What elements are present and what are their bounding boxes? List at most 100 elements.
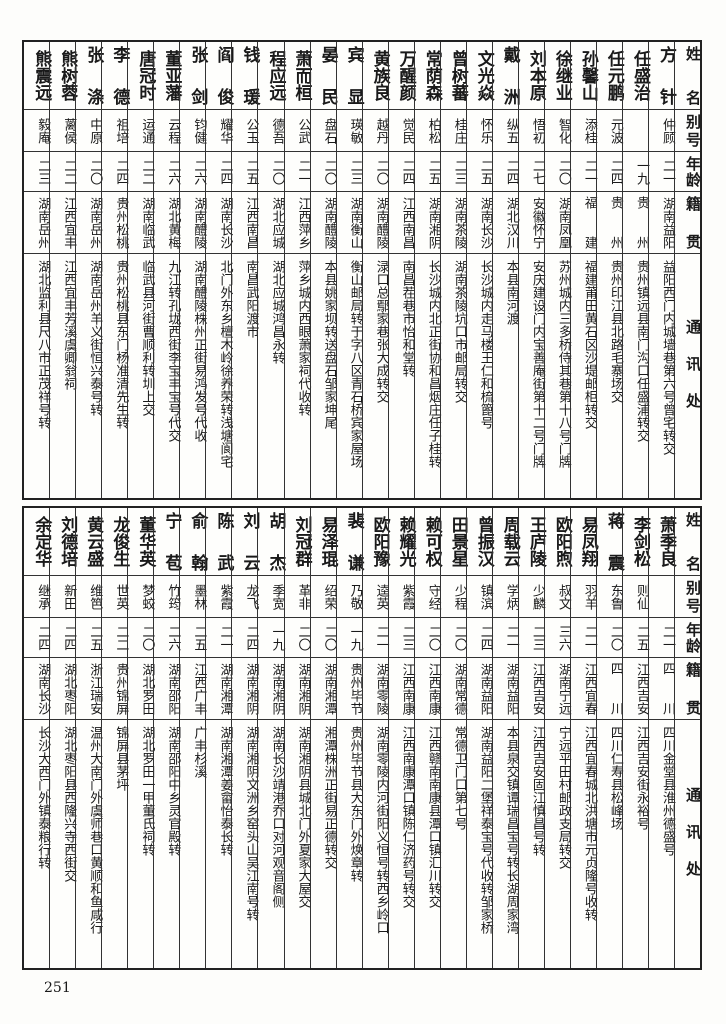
age-cell: 二〇 xyxy=(596,618,623,658)
address-cell: 湖南醴陵株州正街易鸿发号代收 xyxy=(191,260,207,442)
header-address: 通讯处 xyxy=(684,318,702,430)
age-cell: 二六 xyxy=(154,618,180,658)
alias-cell: 季宽 xyxy=(258,576,285,618)
alias-cell: 盘石 xyxy=(310,110,337,152)
alias-cell: 桂庄 xyxy=(440,110,467,152)
origin-cell: 湖南临武 xyxy=(128,192,154,254)
person-entry: 黄族良 越丹 二〇 湖南醴陵 渌口总鄢家巷张大成转交 xyxy=(361,42,390,498)
origin-cell: 湖南凤凰 xyxy=(544,192,571,254)
address-cell: 衡山邮局转于字八区青石桥宾家屋场 xyxy=(347,260,363,468)
name-cell: 黄云盛 xyxy=(76,508,103,576)
name-cell: 常荫森 xyxy=(414,42,442,110)
alias-cell: 纵五 xyxy=(492,110,519,152)
origin-cell: 湖南湘阴 xyxy=(258,658,285,720)
origin-cell: 湖北枣阳 xyxy=(50,658,76,720)
address-cell: 苏州城内三多桥侍其巷第十八号门牌 xyxy=(555,260,571,468)
alias-cell: 守经 xyxy=(414,576,441,618)
origin-cell: 湖南醴陵 xyxy=(362,192,389,254)
name-cell: 曾树蕃 xyxy=(440,42,468,110)
name-cell: 熊树蓉 xyxy=(50,42,77,110)
person-entry: 熊震远 毅庵 二三 湖南岳州 湖北监利县尺八市正茂祥号转 xyxy=(24,42,51,498)
name-cell: 萧季良 xyxy=(648,508,676,576)
address-cell: 贵州松桃县东门杨准清先生转 xyxy=(113,260,129,429)
person-entry: 文光焱 怀乐 二五 湖南长沙 长沙城内走马楼王仁和梳篦号 xyxy=(465,42,494,498)
person-entry: 李德 祖培 二四 贵州松桃 贵州松桃县东门杨准清先生转 xyxy=(101,42,129,498)
origin-cell: 湖南长沙 xyxy=(24,658,50,720)
person-entry: 李剑松 则仙 二五 江西吉安 江西吉安街永裕号 xyxy=(621,508,650,968)
person-entry: 欧阳豫 逵英 二一 湖南零陵 湖南零陵内河街阳义恒号转西乡岭口 xyxy=(361,508,390,968)
person-entry: 晏民 盘石 二〇 湖南醴陵 本县姚家坝转送盘石邹家坤尾 xyxy=(309,42,338,498)
person-entry: 徐继业 智化 二〇 湖南凤凰 苏州城内三多桥侍其巷第十八号门牌 xyxy=(543,42,572,498)
alias-cell: 叔文 xyxy=(544,576,571,618)
alias-cell: 毅庵 xyxy=(24,110,50,152)
age-cell: 二四 xyxy=(102,152,128,192)
address-cell: 贵州印江县北路毛寨场交 xyxy=(607,260,623,403)
person-entry: 陈武 紫霞 二一 湖南湘潭 湖南湘潭姜畲怡泰长转 xyxy=(205,508,233,968)
alias-cell: 东鲁 xyxy=(596,576,623,618)
name-cell: 张剑 xyxy=(180,42,207,110)
name-cell: 钱瑗 xyxy=(232,42,259,110)
alias-cell: 逵英 xyxy=(362,576,389,618)
person-entry: 蒋震 东鲁 二〇 四川 四川仁寿县松峰场 xyxy=(595,508,624,968)
alias-cell: 中原 xyxy=(76,110,102,152)
person-entry: 方针 仲顾 二一 湖南益阳 益阳西门内城墙巷第六号曾宅转交 xyxy=(647,42,676,498)
person-entry: 裴谦 乃敬 一九 贵州毕节 贵州毕节县大东门外焕章转 xyxy=(335,508,364,968)
person-entry: 俞翰 墨林 二五 江西广丰 广丰杉溪 xyxy=(179,508,207,968)
address-cell: 湖南益阳二堡祥泰宝号代收转邹家桥 xyxy=(477,726,493,934)
origin-cell: 湖南湘阴 xyxy=(414,192,441,254)
name-cell: 欧阳煦 xyxy=(544,508,572,576)
age-cell: 二四 xyxy=(206,152,232,192)
name-cell: 陈武 xyxy=(206,508,233,576)
name-cell: 万醒颜 xyxy=(388,42,416,110)
origin-cell: 湖南湘阴 xyxy=(232,658,258,720)
age-cell: 二五 xyxy=(466,152,493,192)
origin-cell: 湖南岳州 xyxy=(76,192,102,254)
origin-cell: 湖南醴陵 xyxy=(180,192,206,254)
name-cell: 赖耀光 xyxy=(388,508,416,576)
person-entry: 任元鹏 元波 二四 贵州 贵州印江县北路毛寨场交 xyxy=(595,42,624,498)
age-cell: 二七 xyxy=(518,152,545,192)
name-cell: 程应远 xyxy=(258,42,286,110)
age-cell: 二五 xyxy=(232,152,258,192)
age-cell: 二五 xyxy=(76,618,102,658)
person-entry: 刘云 龙飞 二四 湖南湘阴 湖南湘阴文洲乡窑头山吴江南号转 xyxy=(231,508,259,968)
age-cell: 二三 xyxy=(440,152,467,192)
alias-cell: 龙飞 xyxy=(232,576,258,618)
age-cell: 二五 xyxy=(414,152,441,192)
age-cell: 二四 xyxy=(24,618,50,658)
name-cell: 赖可权 xyxy=(414,508,442,576)
origin-cell: 江西南康 xyxy=(388,658,415,720)
alias-cell: 耀华 xyxy=(206,110,232,152)
origin-cell: 湖南益阳 xyxy=(466,658,493,720)
name-cell: 方针 xyxy=(648,42,676,110)
address-cell: 江西吉安固江慎昌号转 xyxy=(529,726,545,856)
origin-cell: 贵州 xyxy=(596,192,623,254)
person-entry: 刘冠群 革非 二〇 湖南湘阴 湖南湘阴县城北门外夏家大屋交 xyxy=(283,508,312,968)
age-cell: 二三 xyxy=(24,152,50,192)
age-cell: 二一 xyxy=(284,152,311,192)
origin-cell: 湖南益阳 xyxy=(492,658,519,720)
name-cell: 刘冠群 xyxy=(284,508,312,576)
header-column: 姓名 别号 年龄 籍贯 通讯处 xyxy=(673,42,702,498)
person-entry: 萧而桓 公武 二一 江西萍乡 萍乡城内西眼萧家祠代收转 xyxy=(283,42,312,498)
age-cell: 二二 xyxy=(50,152,76,192)
age-cell: 二四 xyxy=(232,618,258,658)
age-cell: 二〇 xyxy=(414,618,441,658)
person-entry: 胡杰 季宽 一九 湖南湘阴 湖南长沙靖港乔口对河观音阁侧 xyxy=(257,508,286,968)
age-cell: 二〇 xyxy=(310,618,337,658)
address-cell: 安庆建设门内宝善庵街第十二号门牌 xyxy=(529,260,545,468)
address-cell: 长沙大西门外镇泰粮行转 xyxy=(35,726,51,869)
age-cell: 二四 xyxy=(388,152,415,192)
person-entry: 阎俊 耀华 二四 湖南长沙 北门外东乡檀木岭徐养荣转浅塘阆宅 xyxy=(205,42,233,498)
name-cell: 田景星 xyxy=(440,508,468,576)
person-entry: 易凤翔 羽羊 二一 江西宜春 江西宜春城北洪塘市元贞隆号收转 xyxy=(569,508,598,968)
name-cell: 阎俊 xyxy=(206,42,233,110)
person-entry: 余定华 继承 二四 湖南长沙 长沙大西门外镇泰粮行转 xyxy=(24,508,51,968)
alias-cell: 智化 xyxy=(544,110,571,152)
age-cell: 二三 xyxy=(388,618,415,658)
name-cell: 易泽琨 xyxy=(310,508,338,576)
age-cell: 二三 xyxy=(518,618,545,658)
name-cell: 王庐陵 xyxy=(518,508,546,576)
header-age: 年龄 xyxy=(674,152,702,192)
alias-cell: 墨林 xyxy=(180,576,206,618)
